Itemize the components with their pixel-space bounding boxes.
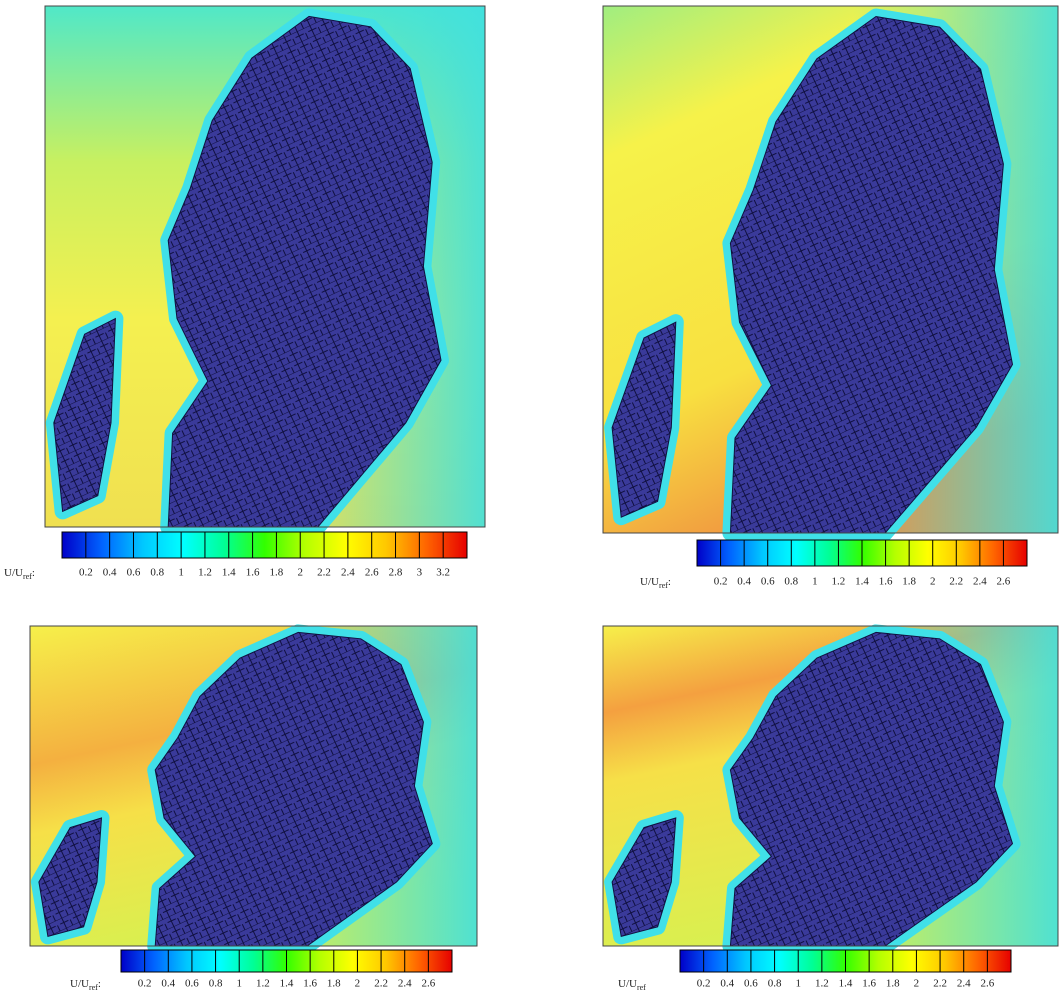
- colorbar-tick-label: 0.6: [127, 567, 141, 579]
- plot-frame: [602, 625, 1059, 947]
- colorbar-tick-label: 2: [914, 978, 920, 990]
- colorbar-tick-label: 0.2: [79, 567, 93, 579]
- colorbar-label-sub: ref: [89, 983, 98, 992]
- colorbar-tick-label: 3.2: [436, 567, 450, 579]
- colorbar-tick-label: 0.2: [714, 576, 728, 588]
- colorbar-tick-label: 0.8: [209, 978, 223, 990]
- colorbar-tick-label: 1.2: [256, 978, 270, 990]
- colorbar-tick-label: 0.6: [761, 576, 775, 588]
- building-area: [611, 321, 677, 518]
- plot-frame: [44, 5, 486, 528]
- colorbar-tick-label: 1.2: [832, 576, 846, 588]
- colorbar-label-suffix: :: [32, 567, 35, 579]
- panel: 0.2 0.4 0.6 0.8 1 1.2 1.4 1.6 1.8 2 2.2 2.4 2.6 U/Ure…: [29, 624, 478, 992]
- colorbar-tick-label: 0.2: [697, 978, 711, 990]
- colorbar-tick-label: 0.4: [737, 576, 751, 588]
- plot-frame: [602, 5, 1059, 534]
- colorbar-tick-label: 0.4: [720, 978, 734, 990]
- building-area: [154, 631, 433, 947]
- colorbar-tick-label: 2.6: [997, 576, 1011, 588]
- colorbar-tick-label: 1.6: [303, 978, 317, 990]
- colorbar-label-main: U/U: [640, 576, 659, 588]
- colorbar-tick-label: 1.2: [815, 978, 829, 990]
- colorbar-label-suffix: :: [668, 576, 671, 588]
- colorbar-tick-label: 2: [930, 576, 936, 588]
- building-area: [53, 317, 116, 513]
- colorbar-tick-label: 1.8: [886, 978, 900, 990]
- colorbar-tick-label: 0.6: [185, 978, 199, 990]
- colorbar-tick-label: 1.8: [902, 576, 916, 588]
- plot-frame: [29, 625, 478, 947]
- colorbar-tick-label: 2.4: [398, 978, 412, 990]
- colorbar-tick-label: 2.6: [980, 978, 994, 990]
- colorbar-tick-label: 1.6: [879, 576, 893, 588]
- colorbar-tick-label: 1.2: [198, 567, 212, 579]
- colorbar-tick-label: 2.2: [317, 567, 331, 579]
- colorbar-label-sub: ref: [23, 572, 32, 581]
- colorbar-tick-label: 1.4: [280, 978, 294, 990]
- colorbar-tick-label: 1: [812, 576, 818, 588]
- panels: 0.2 0.4 0.6 0.8 1 1.2 1.4 1.6 1.8 2 2.2 2.4 2.6 2.8 3 3…: [4, 5, 1059, 992]
- colorbar-tick-label: 0.4: [103, 567, 117, 579]
- panel: 0.2 0.4 0.6 0.8 1 1.2 1.4 1.6 1.8 2 2.2 2.4 2.6 U/Ure…: [602, 5, 1059, 590]
- building-area: [729, 15, 1014, 534]
- colorbar-tick-label: 2.2: [933, 978, 947, 990]
- colorbar-tick-label: 0.4: [161, 978, 175, 990]
- colorbar-tick-label: 2.4: [957, 978, 971, 990]
- colorbar-label-main: U/U: [70, 978, 89, 990]
- colorbar-tick-label: 1: [795, 978, 801, 990]
- colorbar-tick-label: 1: [236, 978, 242, 990]
- colorbar-tick-label: 1.4: [222, 567, 236, 579]
- colorbar-tick-label: 0.8: [784, 576, 798, 588]
- colorbar-tick-label: 1: [178, 567, 184, 579]
- colorbar-tick-label: 1.8: [327, 978, 341, 990]
- colorbar: [61, 531, 468, 559]
- colorbar-label-suffix: :: [98, 978, 101, 990]
- building-area: [611, 817, 677, 938]
- colorbar-label-sub: ref: [637, 983, 646, 992]
- colorbar-label: U/Uref: [618, 978, 646, 992]
- colorbar-tick-label: 2: [355, 978, 361, 990]
- colorbar-tick-label: 2.2: [374, 978, 388, 990]
- colorbar-tick-label: 1.4: [839, 978, 853, 990]
- colorbar-tick-label: 2.4: [973, 576, 987, 588]
- colorbar-label-main: U/U: [618, 978, 637, 990]
- colorbar-tick-label: 3: [417, 567, 423, 579]
- colorbar-tick-label: 0.6: [744, 978, 758, 990]
- colorbar-label-main: U/U: [4, 567, 23, 579]
- colorbar-tick-label: 0.8: [150, 567, 164, 579]
- colorbar-tick-label: 1.6: [862, 978, 876, 990]
- colorbar-tick-label: 1.8: [270, 567, 284, 579]
- colorbar-label: U/Uref:: [70, 978, 101, 992]
- building-area: [729, 631, 1014, 947]
- building-area: [38, 817, 103, 938]
- colorbar-tick-label: 2.6: [421, 978, 435, 990]
- colorbar-tick-label: 2.6: [365, 567, 379, 579]
- building-area: [167, 15, 442, 528]
- colorbar-tick-label: 2.4: [341, 567, 355, 579]
- colorbar-tick-label: 2.2: [949, 576, 963, 588]
- panel: 0.2 0.4 0.6 0.8 1 1.2 1.4 1.6 1.8 2 2.2 2.4 2.6 U/Ure…: [602, 624, 1059, 992]
- colorbar-tick-label: 0.2: [138, 978, 152, 990]
- panel: 0.2 0.4 0.6 0.8 1 1.2 1.4 1.6 1.8 2 2.2 2.4 2.6 2.8 3 3…: [4, 5, 486, 581]
- colorbar-tick-label: 2.8: [389, 567, 403, 579]
- colorbar-label: U/Uref:: [640, 576, 671, 590]
- colorbar-tick-label: 1.6: [246, 567, 260, 579]
- colorbar-label: U/Uref:: [4, 567, 35, 581]
- colorbar-tick-label: 0.8: [768, 978, 782, 990]
- colorbar-label-sub: ref: [659, 581, 668, 590]
- colorbar-tick-label: 1.4: [855, 576, 869, 588]
- colorbar-tick-label: 2: [297, 567, 303, 579]
